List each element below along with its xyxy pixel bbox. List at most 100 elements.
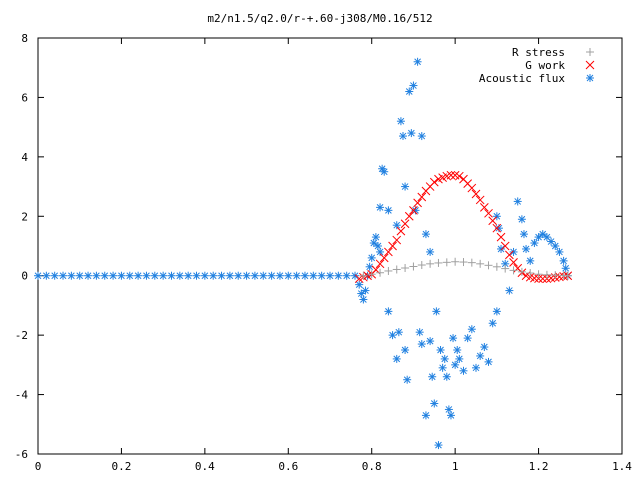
data-point (444, 405, 453, 414)
plot-frame (37, 37, 623, 455)
data-point (500, 241, 510, 251)
data-point (413, 198, 422, 208)
data-point (342, 271, 351, 280)
data-point (440, 354, 449, 363)
data-point (384, 247, 393, 257)
data-point (484, 208, 493, 218)
y-tick-label: 6 (21, 91, 28, 104)
data-point (392, 354, 401, 363)
data-point (421, 230, 430, 239)
data-point (476, 351, 485, 360)
data-point (292, 271, 301, 280)
data-point (351, 271, 360, 280)
x-tick-label: 0.4 (195, 460, 215, 473)
data-point (159, 271, 168, 280)
data-point (428, 372, 437, 381)
data-point (326, 271, 334, 280)
data-point (200, 271, 209, 280)
data-point (117, 271, 126, 280)
data-point (505, 250, 514, 260)
data-point (526, 269, 535, 278)
data-point (375, 259, 385, 269)
data-point (555, 272, 564, 282)
data-marks (34, 57, 573, 450)
data-point (407, 129, 416, 138)
data-point (134, 271, 143, 280)
data-point (384, 206, 393, 215)
data-point (392, 235, 402, 245)
data-point (409, 262, 418, 271)
data-point (492, 223, 502, 233)
data-point (436, 346, 445, 354)
data-point (34, 271, 42, 280)
data-point (142, 271, 151, 280)
data-point (509, 257, 518, 267)
data-point (517, 267, 526, 276)
data-point (505, 286, 514, 295)
data-point (234, 271, 243, 280)
data-point (250, 271, 259, 280)
data-point (538, 274, 548, 284)
data-point (476, 259, 485, 268)
data-point (400, 219, 410, 229)
y-tick-label: -6 (15, 448, 28, 461)
data-point (109, 271, 118, 280)
data-point (413, 57, 422, 66)
x-tick-label: 0.8 (362, 460, 382, 473)
data-point (100, 271, 109, 280)
data-point (454, 171, 464, 181)
data-point (388, 241, 397, 251)
data-point (434, 258, 443, 267)
data-point (467, 183, 477, 193)
data-point (426, 259, 435, 268)
data-point (551, 271, 560, 280)
data-point (355, 280, 364, 289)
data-point (459, 258, 468, 267)
data-point (501, 259, 510, 268)
data-point (150, 271, 159, 280)
data-point (379, 253, 389, 263)
data-point (430, 399, 439, 408)
data-point (479, 203, 489, 212)
data-point (519, 230, 528, 239)
legend-label: G work (525, 59, 565, 72)
data-point (551, 242, 560, 250)
data-point (561, 264, 570, 273)
data-point (300, 271, 309, 280)
data-point (217, 271, 226, 280)
data-point (467, 258, 476, 267)
data-point (449, 334, 458, 343)
data-point (401, 263, 410, 272)
legend-label: Acoustic flux (479, 72, 565, 85)
data-point (373, 242, 382, 250)
data-point (401, 346, 410, 354)
data-point (409, 205, 418, 215)
data-point (472, 363, 480, 372)
data-point (501, 264, 510, 273)
data-point (494, 224, 503, 233)
data-point (497, 244, 506, 253)
x-tick-label: 0.6 (278, 460, 298, 473)
data-point (367, 253, 376, 262)
data-point (192, 271, 201, 280)
data-point (488, 319, 497, 328)
data-point (75, 271, 84, 280)
data-point (376, 203, 385, 212)
data-point (396, 226, 406, 236)
data-point (259, 271, 268, 280)
data-point (484, 357, 493, 366)
data-point (534, 233, 543, 242)
data-point (421, 411, 430, 420)
data-point (184, 271, 193, 280)
series-g-work (354, 170, 573, 284)
data-point (432, 307, 441, 316)
data-point (538, 230, 547, 239)
data-point (488, 216, 498, 226)
data-point (369, 239, 378, 248)
legend-label: R stress (512, 46, 565, 59)
data-point (392, 265, 401, 274)
data-point (426, 247, 435, 256)
data-point (376, 247, 385, 256)
